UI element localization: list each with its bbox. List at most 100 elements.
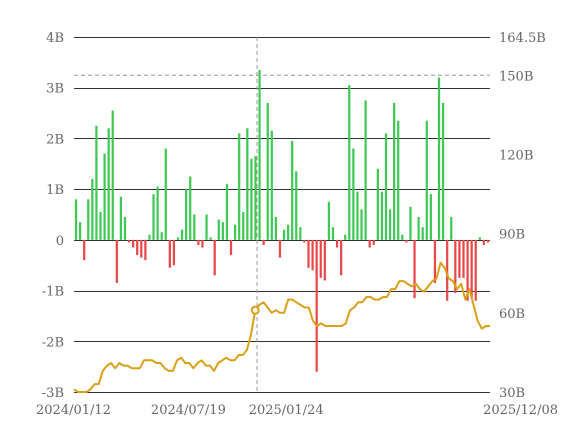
bar [401, 234, 404, 240]
bar [119, 196, 123, 240]
bar [319, 239, 322, 278]
bar [291, 140, 294, 240]
bar [388, 209, 392, 240]
bar [74, 199, 78, 240]
bar [262, 239, 265, 245]
right-tick-label: 150B [499, 69, 533, 84]
x-tick-label: 2024/01/12 [36, 403, 111, 418]
bar [482, 239, 486, 245]
bar [340, 239, 343, 276]
bar [425, 120, 428, 240]
bar [364, 100, 367, 240]
bar [172, 239, 176, 266]
line-highlight-point [250, 305, 260, 315]
x-tick-label: 2024/07/19 [151, 403, 226, 418]
bar [315, 239, 318, 372]
bar [441, 102, 445, 240]
x-tick-label: 2025/12/08 [483, 403, 558, 418]
right-tick-label: 164.5B [499, 31, 546, 46]
right-tick-label: 90B [499, 228, 525, 243]
x-tick-label: 2025/01/24 [249, 403, 324, 418]
bar [78, 222, 82, 240]
bar [331, 227, 335, 240]
bar [111, 110, 114, 240]
bar [421, 227, 424, 240]
bar [360, 209, 363, 240]
left-tick-label: -3B [42, 386, 64, 401]
bar [303, 239, 306, 243]
left-axis-ticks: -3B -2B -1B 0 1B 2B 3B 4B [42, 31, 64, 401]
bar [274, 217, 278, 240]
bar [258, 69, 261, 240]
bar [185, 189, 188, 240]
bar [123, 217, 127, 240]
bar [91, 179, 94, 240]
left-tick-label: 2B [46, 132, 64, 147]
bar [470, 239, 473, 299]
bar [87, 199, 90, 240]
bar [348, 85, 351, 240]
bar [217, 219, 220, 240]
bar [433, 239, 437, 283]
bar [152, 194, 155, 240]
bar [478, 237, 481, 240]
bar [160, 232, 163, 240]
left-tick-label: 1B [46, 183, 64, 198]
bar [201, 239, 204, 248]
bar [127, 239, 131, 243]
bar [168, 239, 171, 268]
bar [103, 153, 106, 240]
bar [132, 239, 135, 248]
gridlines [74, 37, 490, 393]
bar [446, 239, 449, 301]
bar [99, 211, 102, 240]
bar [233, 224, 237, 240]
bar [307, 239, 310, 268]
bar [250, 158, 253, 240]
bar [437, 77, 441, 240]
bar [107, 128, 110, 240]
bar [83, 239, 86, 261]
bar [278, 239, 282, 258]
bar [376, 168, 379, 240]
bar [140, 239, 143, 258]
bar [266, 102, 269, 240]
bar [486, 239, 490, 243]
bar [164, 148, 167, 240]
bar [344, 234, 347, 240]
bar [352, 148, 355, 240]
bar [193, 214, 196, 240]
bar [397, 120, 400, 240]
right-tick-label: 30B [499, 386, 525, 401]
x-axis-ticks: 2024/01/12 2024/07/19 2025/01/24 2025/12/08 [36, 403, 558, 418]
left-tick-label: 4B [46, 31, 64, 46]
bar [95, 125, 98, 240]
bar [413, 239, 416, 299]
bar [311, 239, 314, 271]
right-axis-ticks: 30B 60B 90B 120B 150B 164.5B [499, 31, 546, 401]
bar [409, 206, 412, 240]
bar [270, 130, 273, 240]
bar [148, 234, 151, 240]
bar [238, 133, 241, 240]
line-path [73, 261, 490, 393]
bar [176, 237, 180, 240]
bar [197, 239, 200, 245]
bar [209, 237, 212, 240]
left-tick-label: -1B [42, 285, 64, 300]
bar [429, 194, 432, 240]
bar [335, 239, 339, 248]
bar [384, 133, 388, 240]
bar [356, 191, 359, 240]
bar [189, 176, 192, 240]
line-series [73, 261, 490, 393]
bar [372, 239, 375, 245]
bar [405, 239, 408, 243]
bar [136, 239, 139, 256]
bar [144, 239, 147, 261]
bar [213, 239, 216, 276]
bar [242, 211, 245, 240]
right-tick-label: 60B [499, 307, 525, 322]
bar [380, 191, 384, 240]
